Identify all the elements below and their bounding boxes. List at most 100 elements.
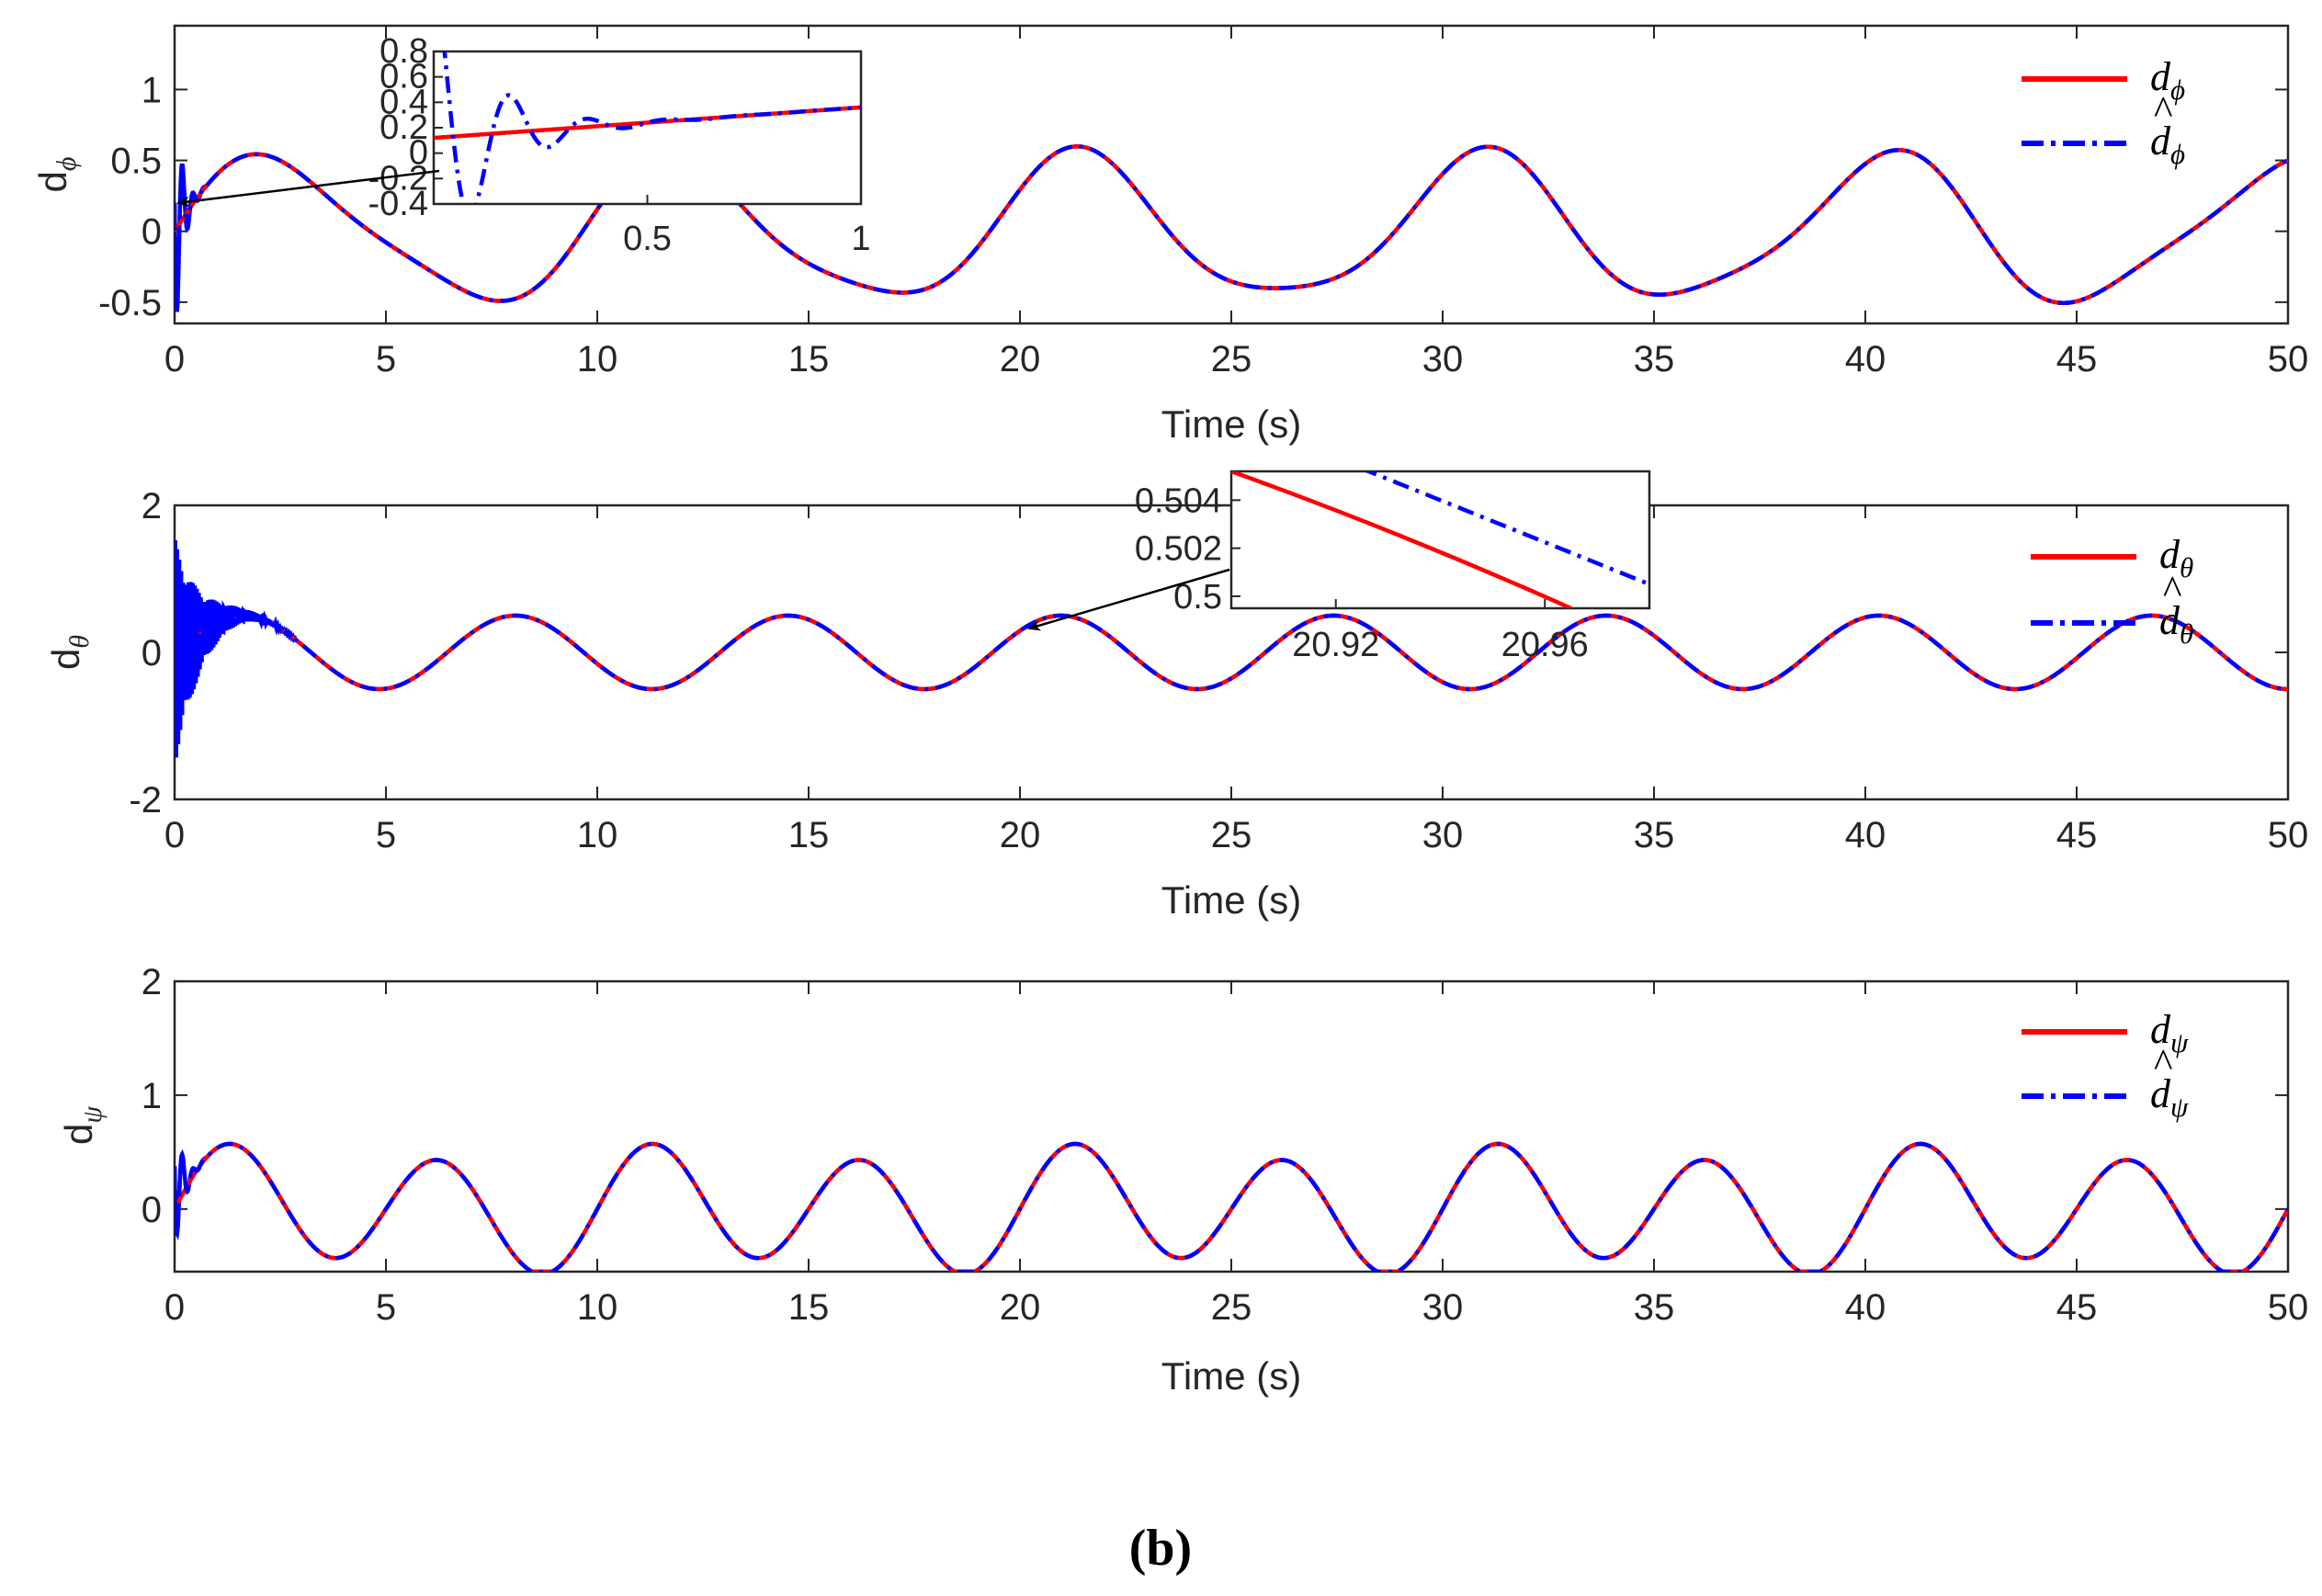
x-tick-label: 30: [1422, 339, 1464, 379]
legend-hat: ^: [2153, 88, 2172, 133]
inset-x-tick-label: 1: [851, 220, 870, 258]
x-tick-label: 30: [1422, 815, 1464, 855]
x-tick-label: 45: [2056, 339, 2098, 379]
legend-label-true: dϕ: [2150, 54, 2185, 106]
inset-arrow-theta: [1027, 568, 1230, 631]
series-phi-estimate-overlay: [175, 144, 2288, 312]
x-axis-title-psi: Time (s): [1161, 1354, 1301, 1398]
y-tick-label: 1: [142, 70, 162, 110]
legend-hat: ^: [2153, 1041, 2172, 1086]
inset-y-tick-label: 0: [409, 134, 428, 173]
inset-y-tick-label: 0.504: [1135, 481, 1222, 520]
x-tick-label: 15: [788, 815, 830, 855]
inset-y-tick-label: 0.8: [379, 32, 428, 71]
inset-phi: 0.5 1-0.4-0.200.20.40.60.8: [176, 32, 871, 258]
inset-arrow-phi: [176, 169, 440, 208]
legend-label-estimate: dθ: [2159, 598, 2193, 650]
x-tick-label: 50: [2268, 1287, 2309, 1328]
series-theta: [175, 540, 2288, 758]
y-tick-label: 0.5: [110, 141, 162, 182]
x-tick-label: 5: [376, 339, 396, 379]
x-tick-label: 20: [1000, 1287, 1041, 1328]
x-tick-label: 40: [1845, 815, 1886, 855]
inset-theta-true: [1231, 471, 1572, 608]
x-tick-label: 0: [164, 1287, 185, 1328]
inset-y-tick-label: -0.4: [368, 185, 428, 223]
x-axis-title-phi: Time (s): [1161, 402, 1301, 446]
x-tick-labels-theta: 0 5 10 15 20 25 30 35 40 45 50: [164, 815, 2308, 855]
x-tick-labels-phi: 0 5 10 15 20 25 30 35 40 45 50: [164, 339, 2308, 379]
inset-phi-estimate: [442, 51, 861, 204]
x-tick-label: 35: [1634, 1287, 1675, 1328]
x-tick-label: 10: [577, 815, 618, 855]
series-psi: [175, 1141, 2288, 1272]
x-tick-label: 5: [376, 815, 396, 855]
x-tick-label: 50: [2268, 815, 2309, 855]
inset-y-tick-label: 0.4: [379, 83, 428, 121]
x-tick-label: 35: [1634, 339, 1675, 379]
y-tick-label: -0.5: [98, 283, 162, 323]
inset-y-tick-label: 0.6: [379, 58, 428, 96]
legend-theta: dθ dθ^: [2031, 532, 2193, 650]
x-tick-label: 20: [1000, 339, 1041, 379]
chart-psi: 0 5 10 15 20 25 30 35 40 45 50 012 Time (s) dψ dψd…: [57, 962, 2308, 1398]
y-tick-labels-theta: -2 0 2: [129, 486, 162, 821]
chart-theta: 0 5 10 15 20 25 30 35 40 45 50 -202 Time (s) dθ dθ…: [44, 470, 2308, 922]
x-axis-title-theta: Time (s): [1161, 878, 1301, 922]
inset-theta-estimate: [1363, 471, 1649, 586]
inset-y-tick-label: 0.502: [1135, 530, 1222, 569]
x-tick-label: 10: [577, 1287, 618, 1328]
inset-x-tick-label: 20.96: [1501, 626, 1589, 664]
x-tick-label: 25: [1211, 1287, 1252, 1328]
chart-phi: 0 5 10 15 20 25 30 35 40 45 50 -0.500.51 Time (s) …: [31, 24, 2308, 446]
inset-x-tick-label: 20.92: [1292, 626, 1379, 664]
ticks-psi: [174, 980, 2289, 1272]
x-tick-label: 5: [376, 1287, 396, 1328]
figure-caption: (b): [1129, 1520, 1192, 1577]
legend-label-estimate: dϕ: [2150, 119, 2185, 170]
inset-x-tick-label: 0.5: [623, 220, 672, 258]
x-tick-label: 15: [788, 339, 830, 379]
x-tick-label: 30: [1422, 1287, 1464, 1328]
y-tick-labels-phi: -0.5 0 0.5 1: [98, 70, 162, 323]
x-tick-label: 45: [2056, 815, 2098, 855]
y-tick-label: 0: [142, 1190, 162, 1230]
x-tick-label: 35: [1634, 815, 1675, 855]
y-tick-label: 1: [142, 1076, 162, 1116]
x-tick-label: 0: [164, 815, 185, 855]
legend-label-estimate: dψ: [2150, 1071, 2189, 1123]
x-tick-label: 10: [577, 339, 618, 379]
x-tick-label: 0: [164, 339, 185, 379]
series-psi-true: [175, 1141, 2288, 1272]
x-tick-label: 20: [1000, 815, 1041, 855]
y-axis-title-phi: dϕ: [31, 157, 82, 193]
y-tick-labels-psi: 0 1 2: [142, 962, 162, 1230]
series-phi: [175, 144, 2288, 312]
legend-phi: dϕ dϕ^: [2022, 54, 2185, 170]
x-tick-label: 40: [1845, 339, 1886, 379]
y-axis-title-psi: dψ: [57, 1105, 108, 1145]
series-psi-estimate-overlay: [175, 1141, 2288, 1272]
x-tick-label: 50: [2268, 339, 2309, 379]
x-tick-label: 45: [2056, 1287, 2098, 1328]
y-tick-label: -2: [129, 780, 162, 821]
x-tick-label: 40: [1845, 1287, 1886, 1328]
plot-frame-psi: [173, 979, 2290, 1273]
x-tick-label: 15: [788, 1287, 830, 1328]
y-tick-label: 2: [142, 486, 162, 526]
legend-label-true: dψ: [2150, 1007, 2189, 1058]
legend-hat: ^: [2162, 568, 2181, 613]
inset-frame-theta: [1229, 470, 1651, 610]
y-tick-label: 0: [142, 212, 162, 253]
y-tick-label: 2: [142, 962, 162, 1002]
series-theta-estimate-overlay: [175, 540, 2288, 758]
legend-psi: dψ dψ^: [2022, 1007, 2189, 1123]
x-tick-label: 25: [1211, 815, 1252, 855]
inset-frame-phi: [432, 50, 863, 206]
x-tick-label: 25: [1211, 339, 1252, 379]
ticks-phi: [174, 26, 2289, 323]
x-tick-labels-psi: 0 5 10 15 20 25 30 35 40 45 50: [164, 1287, 2308, 1328]
y-tick-label: 0: [142, 633, 162, 673]
